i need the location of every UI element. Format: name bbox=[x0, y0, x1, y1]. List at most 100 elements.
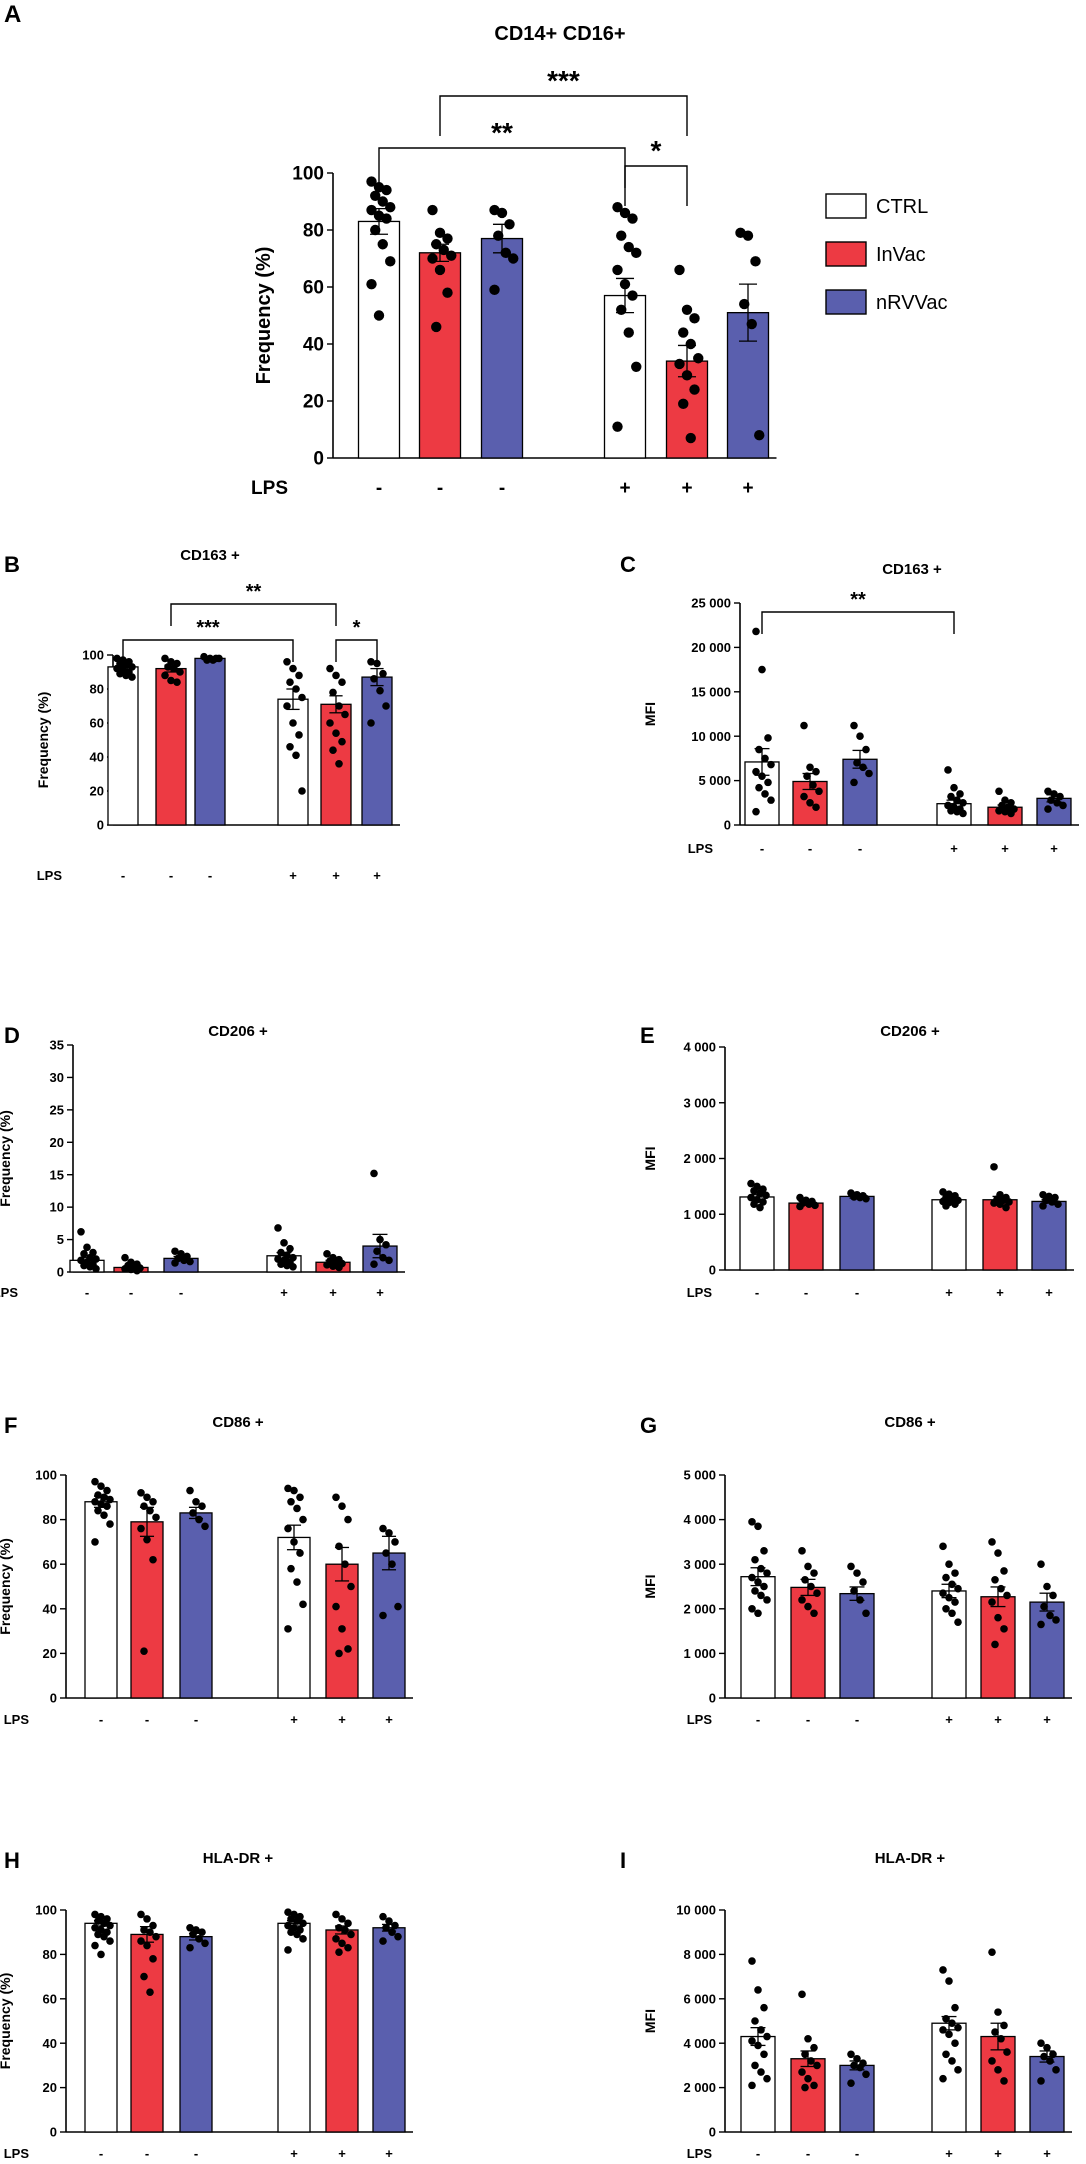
data-point bbox=[377, 196, 388, 207]
data-point bbox=[149, 1955, 157, 1963]
data-point bbox=[103, 1486, 111, 1495]
data-point bbox=[116, 669, 124, 678]
data-point bbox=[748, 1518, 756, 1526]
data-point bbox=[951, 2003, 959, 2012]
data-point bbox=[693, 353, 704, 364]
data-point bbox=[948, 2057, 956, 2065]
data-point bbox=[747, 1179, 755, 1188]
data-point bbox=[948, 2019, 956, 2028]
y-tick-label: 25 000 bbox=[691, 596, 731, 611]
data-point bbox=[186, 1257, 194, 1266]
data-point bbox=[767, 796, 775, 804]
data-point bbox=[612, 421, 623, 432]
data-point bbox=[800, 792, 808, 801]
data-point bbox=[137, 1524, 145, 1533]
data-point bbox=[991, 1576, 999, 1584]
lps-sign: + bbox=[338, 2146, 346, 2161]
chart-title: CD86 + bbox=[212, 1414, 264, 1431]
legend-swatch-invac bbox=[825, 241, 867, 267]
panel-a: A CD14+ CD16+ 0 20 40 60 80 100 Frequency (%) - - -… bbox=[4, 1, 777, 499]
data-point bbox=[379, 1611, 387, 1620]
data-point bbox=[370, 675, 378, 683]
data-point bbox=[754, 1522, 762, 1531]
data-point bbox=[152, 1513, 160, 1522]
data-point bbox=[811, 1201, 819, 1210]
data-point bbox=[812, 803, 820, 812]
data-point bbox=[798, 1990, 806, 1999]
data-point bbox=[373, 659, 381, 668]
data-point bbox=[619, 207, 631, 219]
lps-sign: - bbox=[499, 478, 505, 499]
data-point bbox=[800, 721, 808, 730]
data-point bbox=[757, 2026, 765, 2034]
bar-ctrl bbox=[603, 294, 647, 459]
data-point bbox=[761, 754, 769, 763]
lps-sign: + bbox=[289, 868, 297, 883]
data-point bbox=[290, 1486, 298, 1495]
data-point bbox=[674, 358, 685, 370]
y-tick-label: 1 000 bbox=[683, 1207, 716, 1222]
lps-sign: - bbox=[208, 868, 212, 883]
data-point bbox=[209, 656, 217, 664]
data-point bbox=[847, 2079, 855, 2087]
panel-g: G CD86 + 0 1 000 2 000 3 000 4 000 5 000 MFI - - - +… bbox=[640, 1413, 1072, 1727]
data-point bbox=[1059, 801, 1067, 810]
bar-invac bbox=[325, 1929, 359, 2133]
data-point bbox=[149, 1921, 157, 1930]
data-point bbox=[807, 1582, 815, 1591]
data-point bbox=[438, 244, 449, 256]
data-point bbox=[939, 2026, 947, 2034]
bar-nrvvac bbox=[372, 1552, 406, 1699]
data-point bbox=[293, 1930, 301, 1939]
data-point bbox=[86, 1263, 94, 1271]
data-point bbox=[991, 2028, 999, 2036]
lps-label: LPS bbox=[4, 2146, 30, 2161]
data-point bbox=[277, 1248, 285, 1257]
chart-title: HLA-DR + bbox=[203, 1850, 274, 1867]
data-point bbox=[850, 1193, 858, 1201]
data-point bbox=[1007, 809, 1015, 818]
data-point bbox=[385, 1917, 393, 1925]
data-point bbox=[750, 1200, 758, 1209]
data-point bbox=[856, 732, 864, 740]
y-axis-label: MFI bbox=[642, 702, 658, 726]
significance-bracket bbox=[170, 603, 337, 626]
data-point bbox=[757, 1564, 765, 1573]
data-point bbox=[804, 2034, 812, 2043]
data-point bbox=[385, 1256, 393, 1265]
panel-letter: F bbox=[4, 1413, 17, 1438]
data-point bbox=[379, 1524, 387, 1533]
data-point bbox=[391, 1921, 399, 1930]
data-point bbox=[137, 1937, 145, 1945]
data-point bbox=[619, 278, 631, 290]
data-point bbox=[810, 1569, 818, 1577]
data-point bbox=[850, 721, 858, 730]
data-point bbox=[1052, 1616, 1060, 1624]
y-tick-label: 40 bbox=[303, 335, 324, 356]
data-point bbox=[431, 321, 442, 333]
lps-sign: + bbox=[1043, 1712, 1051, 1727]
bar-invac bbox=[418, 252, 462, 459]
data-point bbox=[137, 1489, 145, 1497]
bar-nrvvac bbox=[194, 657, 226, 826]
data-point bbox=[1039, 1190, 1047, 1199]
lps-sign: + bbox=[1050, 841, 1058, 856]
data-point bbox=[296, 1549, 304, 1557]
data-point bbox=[750, 1187, 758, 1195]
data-point bbox=[198, 1502, 206, 1511]
y-axis-label: Frequency (%) bbox=[0, 1110, 13, 1206]
data-point bbox=[1037, 1620, 1045, 1629]
data-point bbox=[94, 1491, 102, 1499]
data-point bbox=[366, 204, 377, 216]
lps-sign: - bbox=[755, 1285, 759, 1300]
data-point bbox=[862, 2070, 870, 2079]
data-point bbox=[806, 799, 814, 807]
data-point bbox=[91, 1497, 99, 1506]
data-point bbox=[754, 1609, 762, 1618]
data-point bbox=[394, 1602, 402, 1611]
y-tick-label: 60 bbox=[90, 716, 104, 731]
data-point bbox=[376, 686, 384, 695]
data-point bbox=[1053, 799, 1061, 807]
data-point bbox=[489, 284, 500, 296]
data-point bbox=[991, 1640, 999, 1649]
